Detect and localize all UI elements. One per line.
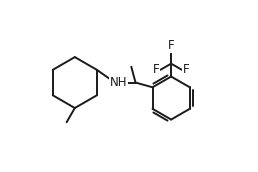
- Text: F: F: [168, 39, 174, 52]
- Text: F: F: [183, 63, 189, 76]
- Text: NH: NH: [110, 76, 127, 89]
- Text: F: F: [153, 63, 159, 76]
